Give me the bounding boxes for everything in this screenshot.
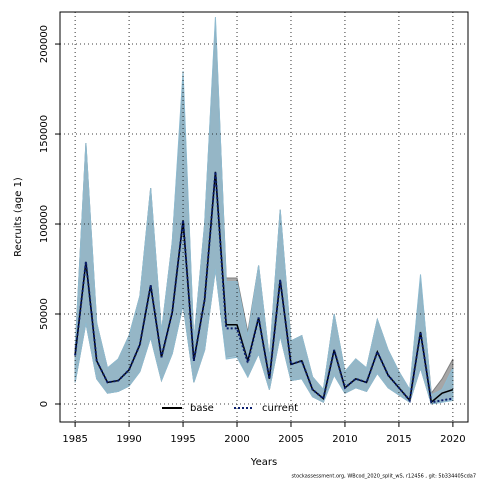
y-tick-label: 0	[39, 401, 50, 407]
y-tick-label: 150000	[39, 115, 50, 153]
x-tick-label: 1995	[170, 434, 195, 445]
series-line	[74, 171, 454, 404]
x-tick-label: 2020	[440, 434, 465, 445]
x-tick-label: 2010	[332, 434, 357, 445]
x-tick-label: 2015	[386, 434, 411, 445]
y-axis-label: Recruits (age 1)	[13, 177, 24, 257]
y-tick-label: 100000	[39, 205, 50, 243]
x-tick-label: 1990	[116, 434, 141, 445]
x-tick-label: 2005	[278, 434, 303, 445]
x-axis-label: Years	[250, 457, 277, 468]
plot-frame	[59, 11, 469, 423]
footer: stockassessment.org, WBcod_2020_split_wS…	[292, 474, 476, 480]
y-tick-label: 50000	[39, 298, 50, 330]
legend-label: base	[190, 403, 214, 414]
x-tick-label: 2000	[224, 434, 249, 445]
y-tick-label: 200000	[39, 25, 50, 63]
legend-label: current	[262, 403, 298, 414]
x-tick-label: 1985	[62, 434, 87, 445]
